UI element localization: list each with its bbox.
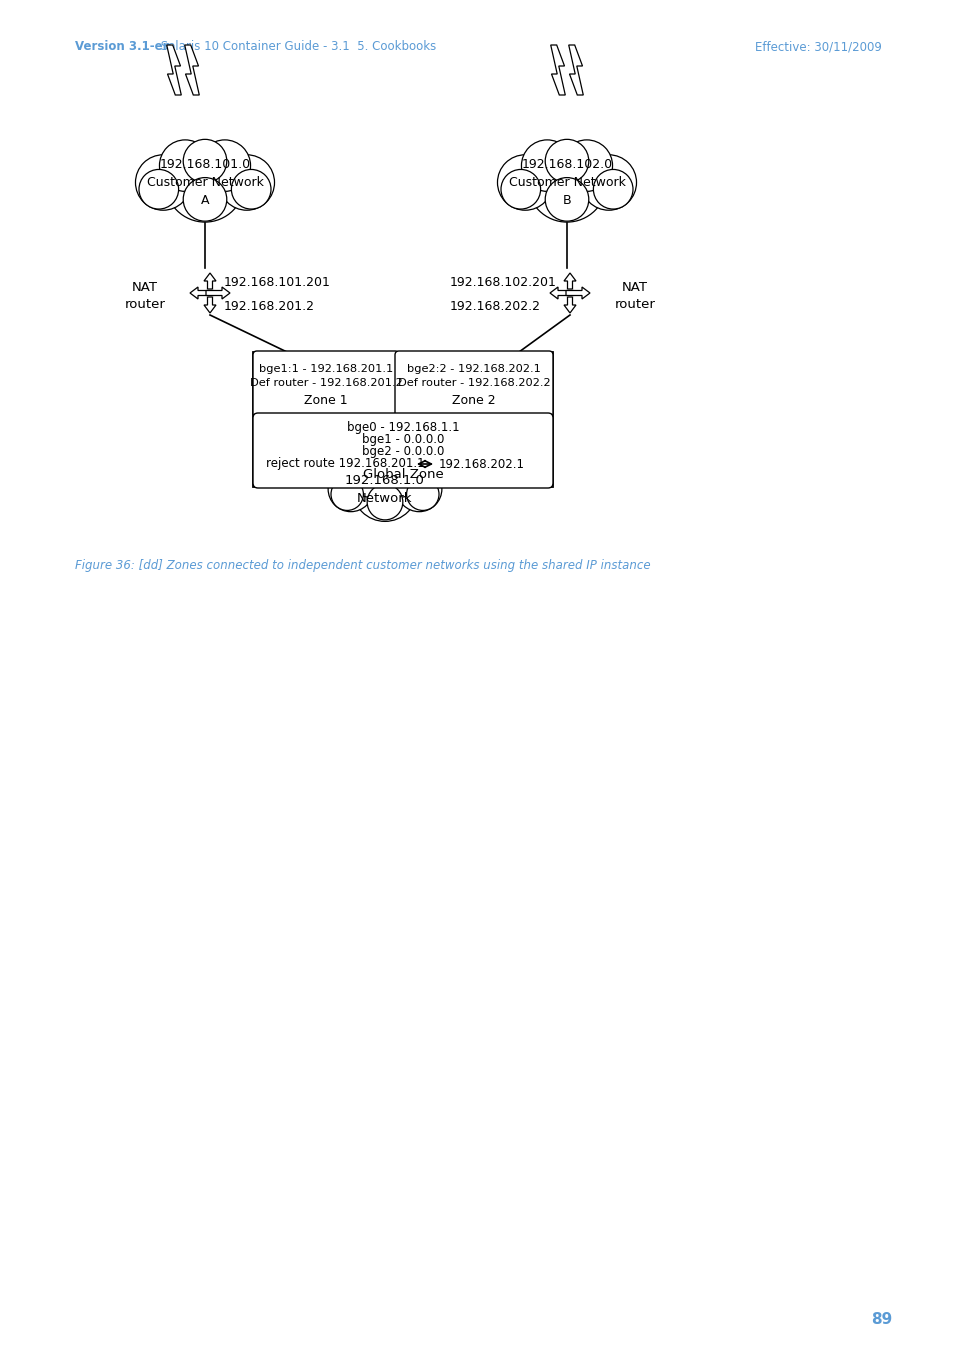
Text: Zone 1: Zone 1 (304, 393, 348, 407)
Circle shape (135, 155, 191, 211)
Text: bge2 - 0.0.0.0: bge2 - 0.0.0.0 (361, 446, 444, 458)
Text: 192.168.101.201: 192.168.101.201 (224, 277, 331, 289)
Polygon shape (568, 45, 582, 95)
Circle shape (367, 455, 402, 490)
FancyBboxPatch shape (253, 353, 553, 486)
FancyBboxPatch shape (395, 351, 553, 417)
Circle shape (500, 169, 540, 209)
Circle shape (183, 177, 227, 222)
Circle shape (545, 177, 588, 222)
Text: 192.168.102.0
Customer Network
B: 192.168.102.0 Customer Network B (508, 158, 625, 207)
Circle shape (348, 455, 390, 497)
FancyBboxPatch shape (253, 413, 553, 488)
Circle shape (353, 457, 417, 521)
Circle shape (560, 141, 612, 192)
Circle shape (497, 155, 553, 211)
Polygon shape (563, 273, 576, 289)
Circle shape (183, 139, 227, 182)
Text: 192.168.201.2: 192.168.201.2 (224, 300, 314, 313)
Text: NAT
router: NAT router (614, 281, 655, 311)
Text: bge2:2 - 192.168.202.1: bge2:2 - 192.168.202.1 (407, 363, 540, 374)
Circle shape (379, 455, 422, 497)
Text: Def router - 192.168.202.2: Def router - 192.168.202.2 (397, 378, 550, 388)
Polygon shape (565, 286, 589, 299)
Circle shape (199, 141, 251, 192)
Text: 192.168.101.0
Customer Network
A: 192.168.101.0 Customer Network A (147, 158, 263, 207)
Polygon shape (204, 297, 215, 313)
Polygon shape (190, 286, 213, 299)
Text: bge1:1 - 192.168.201.1: bge1:1 - 192.168.201.1 (258, 363, 393, 374)
Polygon shape (185, 45, 199, 95)
Circle shape (521, 141, 573, 192)
Circle shape (367, 484, 402, 520)
Text: Zone 2: Zone 2 (452, 393, 496, 407)
Text: 192.168.202.2: 192.168.202.2 (450, 300, 540, 313)
Circle shape (139, 169, 178, 209)
Text: bge1 - 0.0.0.0: bge1 - 0.0.0.0 (361, 434, 444, 446)
Text: Def router - 192.168.201.2: Def router - 192.168.201.2 (250, 378, 402, 388)
Circle shape (219, 155, 274, 211)
Polygon shape (563, 297, 576, 313)
Circle shape (232, 169, 271, 209)
Text: bge0 - 192.168.1.1: bge0 - 192.168.1.1 (346, 422, 458, 435)
Text: Global Zone: Global Zone (362, 469, 443, 481)
Circle shape (159, 141, 211, 192)
Text: 192.168.202.1: 192.168.202.1 (438, 458, 524, 470)
Circle shape (328, 466, 373, 512)
Text: Version 3.1-en: Version 3.1-en (75, 41, 171, 54)
Circle shape (406, 478, 438, 511)
Polygon shape (204, 273, 215, 289)
Text: NAT
router: NAT router (125, 281, 165, 311)
Circle shape (527, 143, 606, 222)
Circle shape (580, 155, 636, 211)
Circle shape (396, 466, 441, 512)
Polygon shape (550, 286, 574, 299)
Text: 89: 89 (870, 1313, 892, 1328)
FancyBboxPatch shape (253, 351, 398, 417)
Text: Figure 36: [dd] Zones connected to independent customer networks using the share: Figure 36: [dd] Zones connected to indep… (75, 558, 650, 571)
Circle shape (165, 143, 244, 222)
Text: Solaris 10 Container Guide - 3.1  5. Cookbooks: Solaris 10 Container Guide - 3.1 5. Cook… (157, 41, 436, 54)
Text: 192.168.1.0
Network: 192.168.1.0 Network (345, 473, 424, 504)
Polygon shape (167, 45, 181, 95)
Polygon shape (206, 286, 230, 299)
Polygon shape (550, 45, 565, 95)
Circle shape (331, 478, 363, 511)
Circle shape (545, 139, 588, 182)
Text: Effective: 30/11/2009: Effective: 30/11/2009 (755, 41, 882, 54)
Text: 192.168.102.201: 192.168.102.201 (450, 277, 557, 289)
Text: reject route 192.168.201.1: reject route 192.168.201.1 (266, 458, 424, 470)
Circle shape (593, 169, 633, 209)
